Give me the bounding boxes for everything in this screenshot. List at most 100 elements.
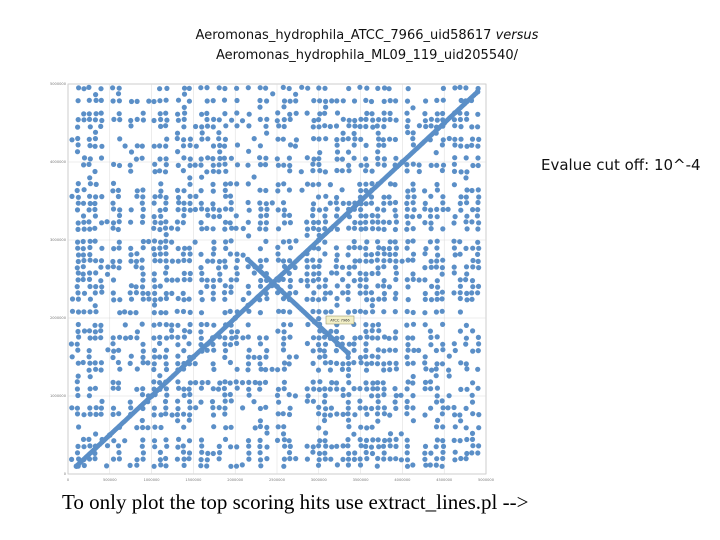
background-hit-point: [222, 392, 228, 398]
background-hit-point: [381, 219, 387, 225]
background-hit-point: [399, 258, 405, 264]
background-hit-point: [280, 347, 287, 353]
background-hit-point: [151, 246, 157, 252]
background-hit-point: [304, 226, 311, 232]
background-hit-point: [381, 411, 387, 417]
dot-plot-svg[interactable]: 0 500000 1000000 1500000 2000000 2500000 30000…: [40, 76, 520, 486]
background-hit-point: [381, 450, 387, 456]
background-hit-point: [198, 156, 204, 162]
background-hit-point: [416, 123, 422, 129]
background-hit-point: [315, 342, 322, 348]
background-hit-point: [321, 334, 328, 340]
background-hit-point: [363, 97, 369, 103]
background-hit-point: [99, 284, 105, 290]
background-hit-point: [451, 182, 457, 188]
background-hit-point: [369, 181, 375, 187]
background-hit-point: [157, 354, 163, 360]
background-hit-point: [393, 155, 399, 161]
background-hit-point: [369, 450, 376, 457]
background-hit-point: [257, 226, 263, 232]
background-hit-point: [128, 252, 134, 258]
background-hit-point: [263, 367, 269, 373]
background-hit-point: [428, 123, 434, 129]
y-tick-label: 4000000: [50, 160, 67, 164]
background-hit-point: [93, 405, 99, 411]
background-hit-point: [104, 443, 111, 449]
background-hit-point: [376, 444, 382, 450]
background-hit-point: [476, 425, 482, 431]
background-hit-point: [222, 264, 228, 270]
background-hit-point: [457, 116, 463, 123]
background-hit-point: [410, 271, 416, 277]
background-hit-point: [93, 97, 99, 103]
background-hit-point: [163, 251, 169, 257]
background-hit-point: [469, 136, 476, 142]
background-hit-point: [410, 360, 416, 366]
background-hit-point: [393, 456, 399, 462]
background-hit-point: [281, 181, 287, 187]
background-hit-point: [340, 200, 346, 206]
background-hit-point: [357, 308, 363, 314]
background-hit-point: [346, 85, 352, 92]
background-hit-point: [375, 335, 381, 341]
background-hit-point: [198, 457, 204, 463]
background-hit-point: [75, 443, 81, 449]
background-hit-point: [117, 366, 123, 372]
background-hit-point: [163, 366, 170, 373]
background-hit-point: [128, 149, 135, 155]
background-hit-point: [440, 137, 446, 143]
background-hit-point: [405, 257, 411, 263]
background-hit-point: [134, 116, 140, 122]
background-hit-point: [281, 162, 287, 168]
background-hit-point: [181, 206, 187, 213]
background-hit-point: [411, 194, 417, 200]
dot-plot[interactable]: 0 500000 1000000 1500000 2000000 2500000 30000…: [40, 76, 520, 486]
background-hit-point: [280, 239, 287, 245]
background-hit-point: [304, 398, 310, 404]
background-hit-point: [187, 181, 193, 187]
background-hit-point: [69, 456, 75, 462]
background-hit-point: [428, 207, 434, 213]
background-hit-point: [98, 155, 105, 161]
background-hit-point: [381, 245, 387, 252]
background-hit-point: [181, 270, 187, 276]
background-hit-point: [464, 111, 470, 117]
background-hit-point: [469, 399, 476, 405]
background-hit-point: [163, 156, 169, 162]
background-hit-point: [145, 360, 151, 366]
background-hit-point: [311, 386, 317, 392]
background-hit-point: [257, 143, 263, 149]
background-hit-point: [157, 168, 163, 174]
background-hit-point: [280, 431, 287, 437]
background-hit-point: [127, 290, 133, 296]
background-hit-point: [422, 220, 428, 226]
background-hit-point: [286, 155, 292, 161]
background-hit-point: [428, 264, 434, 270]
background-hit-point: [457, 290, 463, 296]
background-hit-point: [405, 297, 411, 303]
background-hit-point: [81, 162, 87, 168]
background-hit-point: [423, 246, 429, 252]
background-hit-point: [222, 341, 228, 347]
background-hit-point: [110, 188, 116, 194]
background-hit-point: [452, 347, 458, 354]
background-hit-point: [174, 412, 180, 418]
background-hit-point: [151, 277, 157, 283]
background-hit-point: [463, 361, 469, 367]
background-hit-point: [75, 181, 81, 187]
background-hit-point: [115, 380, 122, 386]
background-hit-point: [163, 437, 169, 443]
background-hit-point: [234, 110, 240, 116]
background-hit-point: [322, 239, 328, 245]
background-hit-point: [128, 353, 134, 359]
background-hit-point: [386, 194, 392, 200]
background-hit-point: [340, 386, 346, 392]
background-hit-point: [352, 412, 358, 418]
background-hit-point: [393, 213, 399, 219]
background-hit-point: [451, 117, 457, 123]
background-hit-point: [222, 379, 228, 385]
background-hit-point: [374, 123, 380, 129]
background-hit-point: [328, 309, 334, 315]
background-hit-point: [316, 457, 322, 463]
background-hit-point: [475, 290, 481, 296]
